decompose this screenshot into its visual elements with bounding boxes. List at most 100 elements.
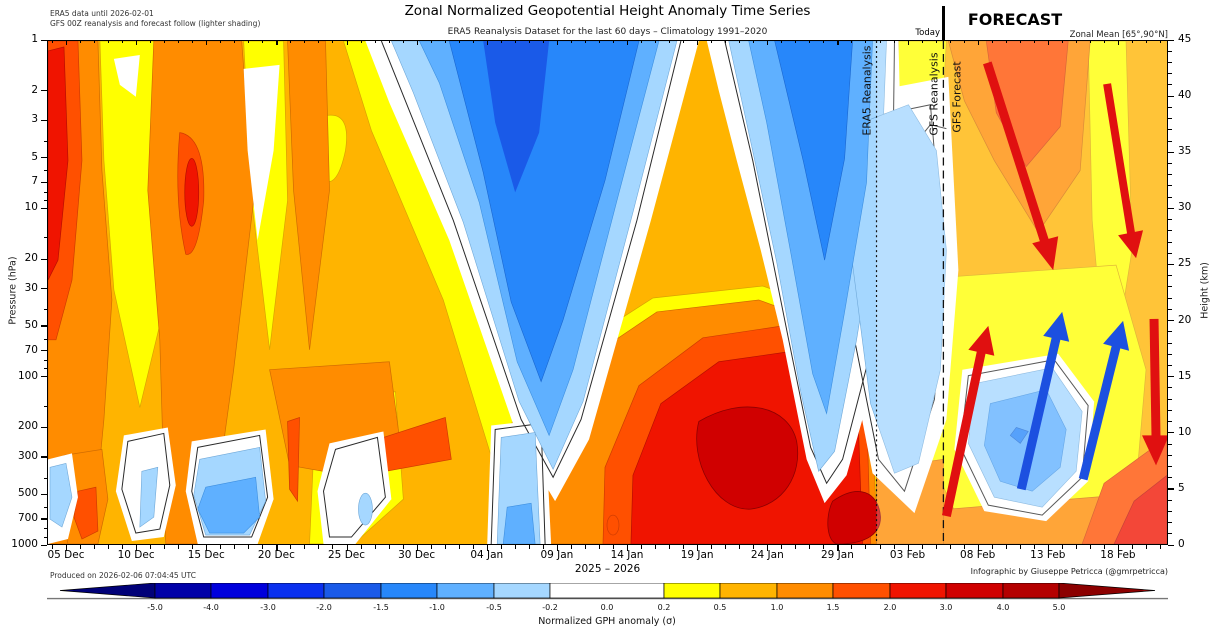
axis-tick [584,545,586,549]
axis-tick [1168,364,1172,366]
axis-tick [1160,545,1162,549]
colorbar-tick-label: 4.0 [997,603,1010,612]
axis-tick [1005,545,1007,549]
axis-tick [374,545,376,549]
height-tick-label: 15 [1178,369,1192,382]
gfs-forecast-label: GFS Forecast [950,61,963,133]
pressure-tick-label: 200 [17,420,38,433]
axis-tick [528,545,530,549]
axis-tick [697,545,699,551]
x-tick-label: 20 Dec [257,549,295,561]
axis-tick [444,545,446,549]
axis-tick [1168,443,1172,445]
axis-tick [655,545,657,549]
x-tick-label: 08 Feb [960,549,996,561]
axis-tick [1075,545,1077,549]
axis-tick [1168,353,1172,355]
colorbar-tick-label: -1.5 [373,603,389,612]
axis-tick [1019,545,1021,549]
axis-tick [1168,387,1172,389]
axis-tick [514,545,516,549]
page-title: Zonal Normalized Geopotential Height Ano… [404,3,811,19]
colorbar-tick-label: 5.0 [1053,603,1066,612]
colorbar-segment [945,583,1004,599]
x-tick-label: 03 Feb [889,549,926,561]
x-tick-label: 05 Dec [47,549,85,561]
axis-tick [1168,73,1172,75]
colorbar-under-arrow [59,583,156,599]
colorbar-segment [493,583,551,599]
axis-tick [613,545,614,549]
axis-tick [360,545,362,549]
axis-tick [80,545,82,549]
colorbar-tick-label: 2.0 [884,603,897,612]
page-subtitle: ERA5 Reanalysis Dataset for the last 60 … [447,27,768,37]
axis-tick [753,545,755,549]
x-tick-label: 04 Jan [470,549,504,561]
colorbar-segment [719,583,778,599]
axis-tick [1131,545,1133,549]
axis-tick [809,545,811,549]
axis-tick [472,545,474,549]
x-tick-label: 29 Jan [820,549,854,561]
axis-tick [837,545,839,551]
contour-fill-dark-red [696,406,881,544]
axis-tick [1146,545,1147,549]
colorbar-segment [663,583,721,599]
axis-tick [1168,308,1172,310]
axis-tick [1168,162,1172,164]
height-tick-label: 45 [1178,33,1192,45]
axis-tick [66,545,68,551]
axis-tick [1168,230,1172,232]
axis-tick [669,545,671,549]
axis-tick [795,545,797,549]
axis-tick [1168,275,1172,277]
contour-chart-canvas: ERA5 Reanalysis GFS Reanalysis GFS Forec… [48,41,1167,544]
axis-tick [1168,252,1172,254]
axis-tick [346,545,348,551]
axis-tick [1168,376,1174,378]
height-tick-label: 0 [1178,538,1185,550]
colorbar-tick-label: -3.0 [260,603,276,612]
axis-tick [1168,84,1172,86]
axis-tick [1061,545,1063,549]
axis-tick [1168,544,1174,546]
axis-tick [781,545,783,549]
colorbar-segment [776,583,834,599]
x-tick-label: 24 Jan [750,549,784,561]
colorbar: -5.0 -4.0 -3.0 -2.0 -1.5 -1.0 -0.5 -0.2 0.0 0.2 0.… [47,583,1168,627]
axis-tick [1168,454,1172,456]
pressure-tick-label: 700 [17,511,38,524]
era5-reanalysis-label: ERA5 Reanalysis [861,45,874,135]
axis-tick [318,545,320,549]
red-down-arrow-2 [1103,83,1144,259]
axis-tick [1168,185,1172,187]
x-tick-label: 09 Jan [540,549,574,561]
axis-tick [1168,241,1172,243]
pressure-tick-label: 3 [31,113,38,126]
axis-tick [1168,398,1172,400]
axis-tick [402,545,404,549]
pressure-tick-label: 10 [24,201,38,214]
axis-tick [1168,499,1172,501]
colorbar-segment [549,583,665,599]
axis-tick [1168,61,1172,63]
axis-tick [458,545,460,549]
axis-tick [991,545,993,549]
axis-tick [1168,129,1172,131]
axis-tick [290,545,292,549]
x-tick-label: 13 Feb [1030,549,1066,561]
axis-tick [1168,331,1172,333]
axis-tick [711,545,713,549]
axis-tick [542,545,544,549]
x-tick-label: 14 Jan [610,549,644,561]
colorbar-over-arrow [1058,583,1156,599]
axis-tick [949,545,951,549]
gfs-reanalysis-label: GFS Reanalysis [927,52,940,135]
pressure-tick-label: 100 [17,369,38,382]
gfs-data-note: GFS 00Z reanalysis and forecast follow (… [50,19,261,28]
pressure-tick-label: 2 [31,83,38,96]
height-tick-label: 10 [1178,425,1192,438]
axis-tick [220,545,222,549]
axis-tick [500,545,502,549]
